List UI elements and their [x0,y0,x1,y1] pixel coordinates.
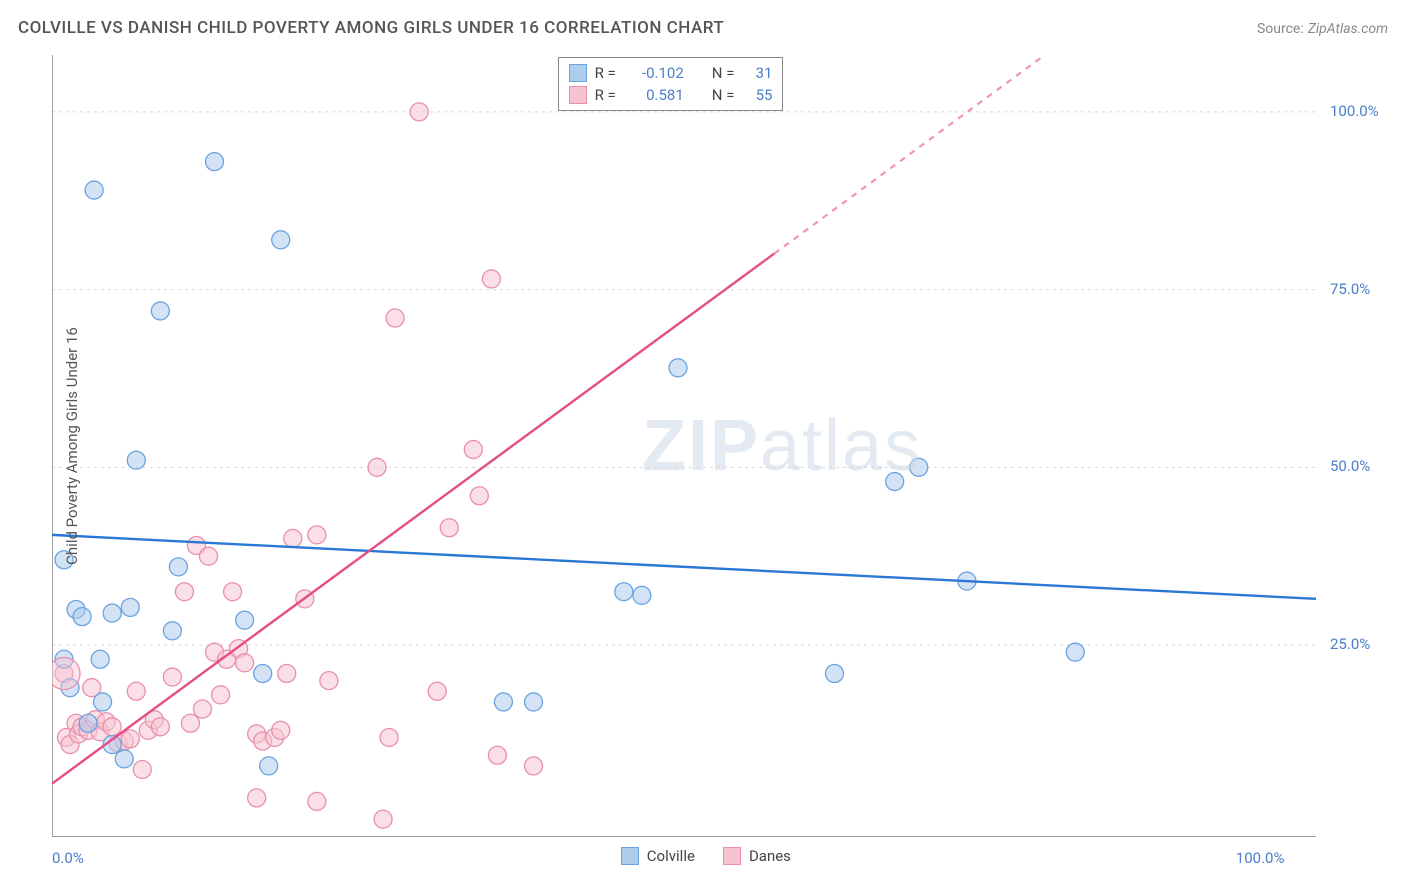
y-tick-label: 100.0% [1330,102,1379,120]
x-tick-label: 100.0% [1236,849,1285,867]
source-attribution: Source: ZipAtlas.com [1257,18,1388,37]
pink-swatch [723,847,741,865]
series-legend-item: Colville [621,847,695,865]
stats-legend-row: R =-0.102N =31 [569,62,773,84]
pink-swatch [569,86,587,104]
scatter-plot [52,55,1316,837]
chart-area: ZIPatlas Child Poverty Among Girls Under… [52,55,1316,837]
y-tick-label: 50.0% [1330,457,1370,475]
stats-legend: R =-0.102N =31R =0.581N =55 [558,57,784,111]
stats-legend-row: R =0.581N =55 [569,84,773,106]
y-axis-label: Child Poverty Among Girls Under 16 [63,327,81,565]
x-tick-label: 0.0% [52,849,84,867]
blue-swatch [569,64,587,82]
series-legend-label: Danes [749,847,791,865]
chart-title: COLVILLE VS DANISH CHILD POVERTY AMONG G… [18,18,724,38]
y-tick-label: 75.0% [1330,280,1370,298]
blue-swatch [621,847,639,865]
y-tick-label: 25.0% [1330,635,1370,653]
series-legend-item: Danes [723,847,791,865]
series-legend-label: Colville [647,847,695,865]
series-legend: Colville Danes [621,847,791,865]
